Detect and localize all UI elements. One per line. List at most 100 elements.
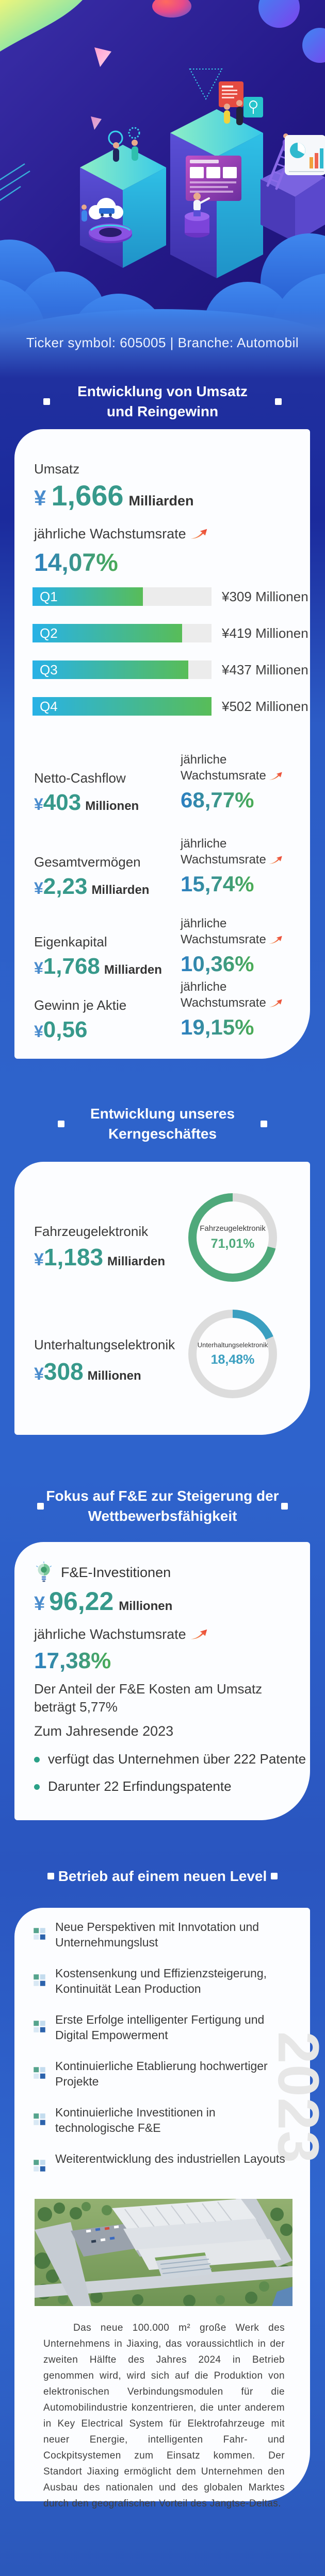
list-item-text: Neue Perspektiven mit Innvotation und Un… (55, 1920, 259, 1949)
segment-unit: Milliarden (107, 1255, 166, 1268)
section-header-operations: Betrieb auf einem neuen Level (0, 1866, 325, 1886)
rnd-label: F&E-Investitionen (61, 1564, 171, 1580)
metric-value: ¥2,23 Milliarden (34, 874, 149, 900)
growth-arrow-icon (269, 936, 282, 944)
segment-value: ¥1,183 Milliarden (34, 1243, 165, 1271)
list-item: Darunter 22 Erfindungspatente (34, 1778, 306, 1794)
metric-growth: jährliche Wachstumsrate 19,15% (181, 979, 299, 1040)
growth-value: 19,15% (181, 1015, 254, 1039)
list-item: Kontinuierliche Etablierung hochwertiger… (33, 2058, 291, 2089)
growth-label-text: jährliche Wachstumsrate (181, 980, 266, 1010)
four-squares-icon (34, 1974, 45, 1986)
growth-arrow-icon (190, 529, 207, 539)
list-item: Neue Perspektiven mit Innvotation und Un… (33, 1919, 291, 1950)
growth-label-text: jährliche Wachstumsrate (34, 1626, 186, 1642)
bar-fill (32, 697, 212, 716)
four-squares-icon (34, 2160, 45, 2172)
segment-unit: Millionen (87, 1369, 141, 1383)
metric-label: Gesamtvermögen (34, 854, 141, 870)
list-item: Kontinuierliche Investitionen in technol… (33, 2105, 291, 2136)
decor-square-icon (281, 1502, 288, 1510)
list-item: Weiterentwicklung des industriellen Layo… (33, 2151, 291, 2182)
list-item: Erste Erfolge intelligenter Fertigung un… (33, 2012, 291, 2043)
hero-illustration (0, 0, 325, 330)
metric-amount: 403 (43, 790, 82, 815)
section-header-rnd: Fokus auf F&E zur Steigerung der Wettbew… (0, 1486, 325, 1526)
metric-unit: Milliarden (91, 883, 150, 897)
growth-value: 10,36% (181, 952, 254, 976)
factory-aerial-image (35, 2199, 293, 2306)
segment-value: ¥308 Millionen (34, 1358, 141, 1385)
bar-value-label: ¥437 Millionen (222, 662, 308, 677)
donut-label: Unterhaltungselektronik (197, 1341, 268, 1349)
currency-symbol: ¥ (34, 795, 43, 814)
growth-value: 15,74% (181, 872, 254, 896)
currency-symbol: ¥ (34, 879, 43, 897)
segment-amount: 1,183 (43, 1244, 104, 1270)
list-item: Kostensenkung und Effizienzsteigerung, K… (33, 1965, 291, 1996)
year-end-label: Zum Jahresende 2023 (34, 1723, 174, 1739)
four-squares-icon (34, 2067, 45, 2079)
bar-category-label: Q3 (40, 662, 58, 677)
section-header-core-business: Entwicklung unseres Kerngeschäftes (0, 1104, 325, 1144)
rnd-share-text: Der Anteil der F&E Kosten am Umsatz betr… (34, 1681, 263, 1715)
operations-card: 2023 Neue Perspektiven mit Innvotation u… (14, 1908, 325, 2509)
list-item-text: Kontinuierliche Investitionen in technol… (55, 2106, 216, 2134)
metric-value: ¥0,56 (34, 1017, 87, 1043)
umsatz-label: Umsatz (34, 461, 80, 477)
metric-row-gewinn-je-aktie: Gewinn je Aktie ¥0,56 jährliche Wachstum… (34, 979, 297, 1057)
list-item-text: Weiterentwicklung des industriellen Layo… (55, 2152, 285, 2165)
factory-description-paragraph: Das neue 100.000 m² große Werk des Unter… (43, 2323, 285, 2509)
growth-label-text: jährliche Wachstumsrate (181, 917, 266, 946)
bar-value-label: ¥419 Millionen (222, 625, 308, 641)
section-title-line: Entwicklung von Umsatz (77, 383, 248, 399)
metric-growth: jährliche Wachstumsrate 68,77% (181, 752, 299, 812)
growth-arrow-icon (190, 1629, 207, 1639)
growth-value: 68,77% (181, 788, 254, 812)
donut-hole: Fahrzeugelektronik 71,01% (197, 1201, 269, 1274)
growth-label-text: jährliche Wachstumsrate (181, 837, 266, 867)
donut-percentage: 18,48% (210, 1352, 255, 1367)
segment-label: Unterhaltungselektronik (34, 1337, 175, 1352)
bullet-dot-icon (34, 1757, 40, 1762)
metric-unit: Milliarden (104, 963, 162, 977)
four-squares-icon (34, 2113, 45, 2125)
list-item-text: Erste Erfolge intelligenter Fertigung un… (55, 2013, 265, 2042)
rnd-amount: 96,22 (49, 1587, 114, 1616)
metric-row-eigenkapital: Eigenkapital ¥1,768 Milliarden jährliche … (34, 916, 297, 994)
decor-square-icon (275, 398, 282, 405)
currency-symbol: ¥ (34, 1022, 43, 1041)
metric-amount: 0,56 (43, 1017, 88, 1042)
ticker-line: Ticker symbol: 605005 | Branche: Automob… (26, 335, 299, 350)
growth-label-text: jährliche Wachstumsrate (34, 526, 186, 541)
section-title-line: Fokus auf F&E zur Steigerung der (46, 1488, 279, 1504)
bar-row: Q3 ¥437 Millionen (32, 660, 308, 679)
bar-track: Q2 (32, 624, 212, 642)
bar-track: Q4 (32, 697, 212, 716)
decor-square-icon (58, 1120, 64, 1127)
decor-square-icon (47, 1873, 54, 1879)
bar-value-label: ¥502 Millionen (222, 699, 308, 714)
revenue-card: Umsatz ¥1,666 Milliarden jährliche Wachst… (14, 429, 310, 1059)
growth-label: jährliche Wachstumsrate (34, 526, 208, 542)
bullet-text: verfügt das Unternehmen über 222 Patente (48, 1751, 306, 1767)
metric-row-gesamtvermoegen: Gesamtvermögen ¥2,23 Milliarden jährliche… (34, 836, 297, 914)
bar-category-label: Q2 (40, 625, 58, 641)
bar-fill (32, 587, 143, 606)
rnd-value: ¥96,22 Millionen (34, 1586, 172, 1616)
segment-label: Fahrzeugelektronik (34, 1224, 149, 1239)
decor-square-icon (271, 1873, 278, 1879)
patent-bullet-list: verfügt das Unternehmen über 222 Patente… (34, 1751, 306, 1806)
currency-symbol: ¥ (34, 1593, 45, 1615)
list-item-text: Kontinuierliche Etablierung hochwertiger… (55, 2059, 268, 2088)
bar-category-label: Q4 (40, 699, 58, 714)
donut-chart-fahrzeugelektronik: Fahrzeugelektronik 71,01% (188, 1193, 277, 1282)
bar-category-label: Q1 (40, 589, 58, 604)
metric-growth: jährliche Wachstumsrate 15,74% (181, 836, 299, 896)
operations-list: Neue Perspektiven mit Innvotation und Un… (33, 1919, 291, 2197)
donut-chart-unterhaltungselektronik: Unterhaltungselektronik 18,48% (188, 1310, 277, 1398)
section-title-line: und Reingewinn (106, 403, 219, 419)
metric-amount: 1,768 (43, 954, 100, 979)
growth-value: 17,38% (34, 1648, 111, 1673)
